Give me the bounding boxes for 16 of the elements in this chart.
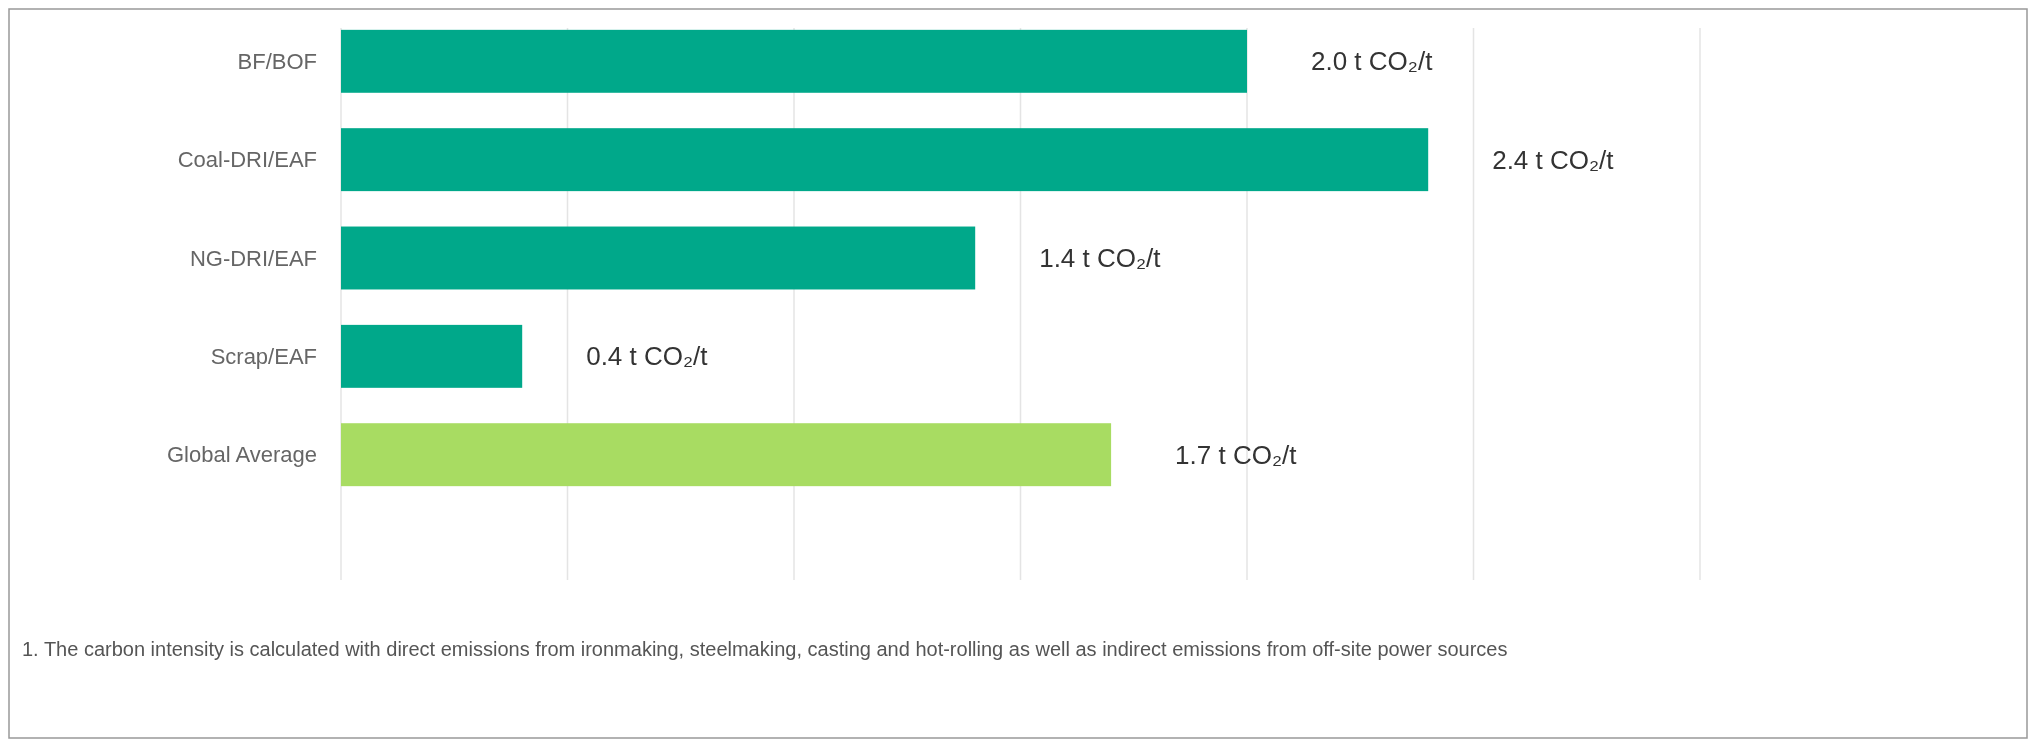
y-tick-label: Coal-DRI/EAF (177, 147, 317, 173)
data-label: 2.0 t CO₂/t (1311, 46, 1434, 77)
y-tick-label: BF/BOF (237, 49, 317, 75)
text: 1. The carbon intensity is calculated with direct emissions from ironmaking, steelmaking, casting and hot-rolling as well as indirect emissions from off-site power sources (22, 638, 1508, 660)
bar (341, 128, 1429, 192)
data-label: 0.4 t CO₂/t (586, 341, 709, 372)
data-label: 2.4 t CO₂/t (1492, 144, 1615, 175)
data-label: 1.4 t CO₂/t (1039, 243, 1162, 274)
bar (341, 423, 1112, 487)
y-tick-label: NG-DRI/EAF (189, 245, 317, 271)
bar (341, 226, 976, 290)
bar (341, 324, 523, 388)
data-label: 1.7 t CO₂/t (1175, 439, 1298, 470)
y-tick-label: Global Average (166, 442, 317, 468)
bar (341, 29, 1247, 93)
y-tick-label: Scrap/EAF (210, 344, 317, 370)
